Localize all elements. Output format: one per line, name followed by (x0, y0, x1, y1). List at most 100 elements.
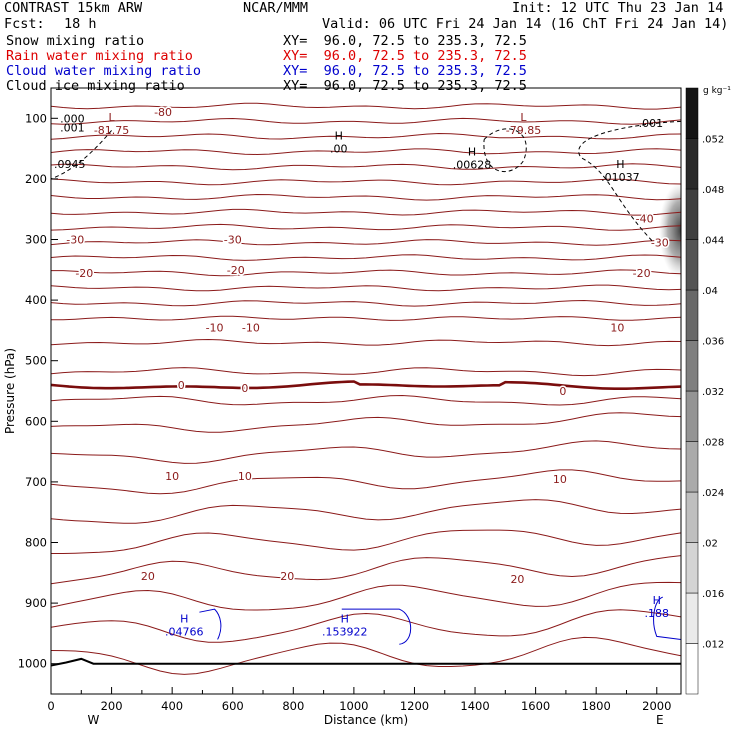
isotherm-line (51, 117, 681, 125)
contour-label: 0 (241, 382, 248, 395)
extremum-value: .153922 (322, 625, 368, 638)
extremum-value: -81.75 (94, 124, 129, 137)
contour-label: -40 (636, 212, 654, 225)
colorbar-swatch (685, 643, 699, 695)
isotherm-line (51, 102, 681, 110)
isotherm-line (51, 254, 681, 261)
colorbar-tick-label: .02 (702, 539, 718, 550)
contour-value-label: .0945 (54, 158, 86, 171)
colorbar-swatch (685, 340, 699, 392)
contour-label: -30 (66, 234, 84, 247)
isotherm-line (51, 269, 681, 277)
isotherm-line (51, 163, 681, 171)
x-tick-label: 1000 (339, 699, 368, 713)
contour-label: -20 (633, 267, 651, 280)
extremum-marker: L (109, 111, 116, 124)
colorbar-tick-label: .024 (702, 488, 724, 499)
contour-label: -10 (206, 321, 224, 334)
east-label: E (656, 713, 664, 727)
layer-xy-rain: XY= 96.0, 72.5 to 235.3, 72.5 (283, 48, 527, 64)
x-tick-label: 1400 (460, 699, 489, 713)
isotherm-line (51, 529, 681, 554)
y-tick-label: 200 (25, 172, 47, 186)
contour-label: 10 (610, 321, 624, 334)
x-tick-label: 400 (161, 699, 183, 713)
extremum-value: .01037 (601, 171, 640, 184)
extremum-value: -79.85 (506, 124, 541, 137)
y-axis-label: Pressure (hPa) (3, 348, 17, 434)
contour-label: 20 (510, 573, 524, 586)
colorbar-swatch (685, 592, 699, 644)
x-tick-label: 1800 (582, 699, 611, 713)
colorbar-tick-label: .052 (702, 135, 724, 146)
cloud-ice-shading (659, 182, 681, 279)
extremum-marker: H (341, 612, 349, 625)
colorbar-swatch (685, 188, 699, 240)
contour-label: 20 (280, 570, 294, 583)
isotherm-line (51, 412, 681, 433)
colorbar-swatch (685, 289, 699, 341)
valid-time: Valid: 06 UTC Fri 24 Jan 14 (16 ChT Fri … (322, 16, 729, 32)
plot-frame (50, 87, 682, 695)
extremum-marker: H (180, 612, 188, 625)
colorbar-tick-label: .044 (702, 236, 724, 247)
extremum-value: .04766 (165, 625, 204, 638)
x-tick-label: 0 (47, 699, 54, 713)
colorbar-swatch (685, 390, 699, 442)
layer-name-snow: Snow mixing ratio (6, 33, 145, 49)
extremum-value: .00628 (453, 159, 492, 172)
colorbar-tick-label: .048 (702, 185, 724, 196)
isotherm-line (51, 338, 681, 347)
freezing-line (51, 380, 681, 391)
isotherm-line (51, 132, 681, 140)
extremum-marker: H (335, 129, 343, 142)
isotherm-line (51, 469, 681, 495)
x-tick-label: 200 (101, 699, 123, 713)
y-tick-label: 700 (25, 475, 47, 489)
ice-contour-center (483, 128, 527, 173)
x-tick-label: 1600 (521, 699, 550, 713)
contour-label: 10 (553, 473, 567, 486)
isotherm-line (51, 193, 681, 201)
colorbar-tick-label: .016 (702, 589, 724, 600)
org-label: NCAR/MMM (243, 0, 309, 16)
x-tick-label: 800 (282, 699, 304, 713)
model-title: CONTRAST 15km ARW (4, 0, 143, 16)
isotherm-line (51, 299, 681, 307)
extremum-marker: H (653, 594, 661, 607)
extremum-value: .00 (330, 142, 348, 155)
isotherm-line (51, 315, 681, 321)
extremum-marker: H (468, 146, 476, 159)
contour-label: -20 (75, 267, 93, 280)
y-tick-label: 600 (25, 414, 47, 428)
isotherm-line (51, 148, 681, 156)
layer-name-cloud-water: Cloud water mixing ratio (6, 63, 202, 79)
cloud-water-contour-1 (199, 608, 222, 640)
contour-value-label: .000 (60, 112, 85, 125)
isotherm-line (51, 394, 681, 406)
layer-name-cloud-ice: Cloud ice mixing ratio (6, 78, 185, 94)
terrain-line (51, 657, 681, 667)
layer-name-rain: Rain water mixing ratio (6, 48, 193, 64)
colorbar-swatch (685, 87, 699, 139)
contour-label: -20 (227, 264, 245, 277)
isotherm-line (51, 440, 681, 464)
isotherm-line (51, 208, 681, 216)
colorbar-tick-label: .012 (702, 640, 724, 651)
colorbar-swatch (685, 491, 699, 543)
layer-xy-cloud-water: XY= 96.0, 72.5 to 235.3, 72.5 (283, 63, 527, 79)
ice-contour-east (578, 120, 681, 246)
isotherm-line (51, 636, 681, 675)
forecast-label: Fcst: (4, 16, 45, 32)
west-label: W (87, 713, 99, 727)
colorbar-swatch (685, 239, 699, 291)
isotherm-line (51, 581, 681, 611)
colorbar-tick-label: .028 (702, 438, 724, 449)
isotherm-line (51, 178, 681, 186)
contour-label: 0 (178, 379, 185, 392)
isotherm-line (51, 284, 681, 292)
y-tick-label: 800 (25, 536, 47, 550)
colorbar-tick-label: .04 (702, 286, 718, 297)
colorbar-swatch (685, 542, 699, 594)
